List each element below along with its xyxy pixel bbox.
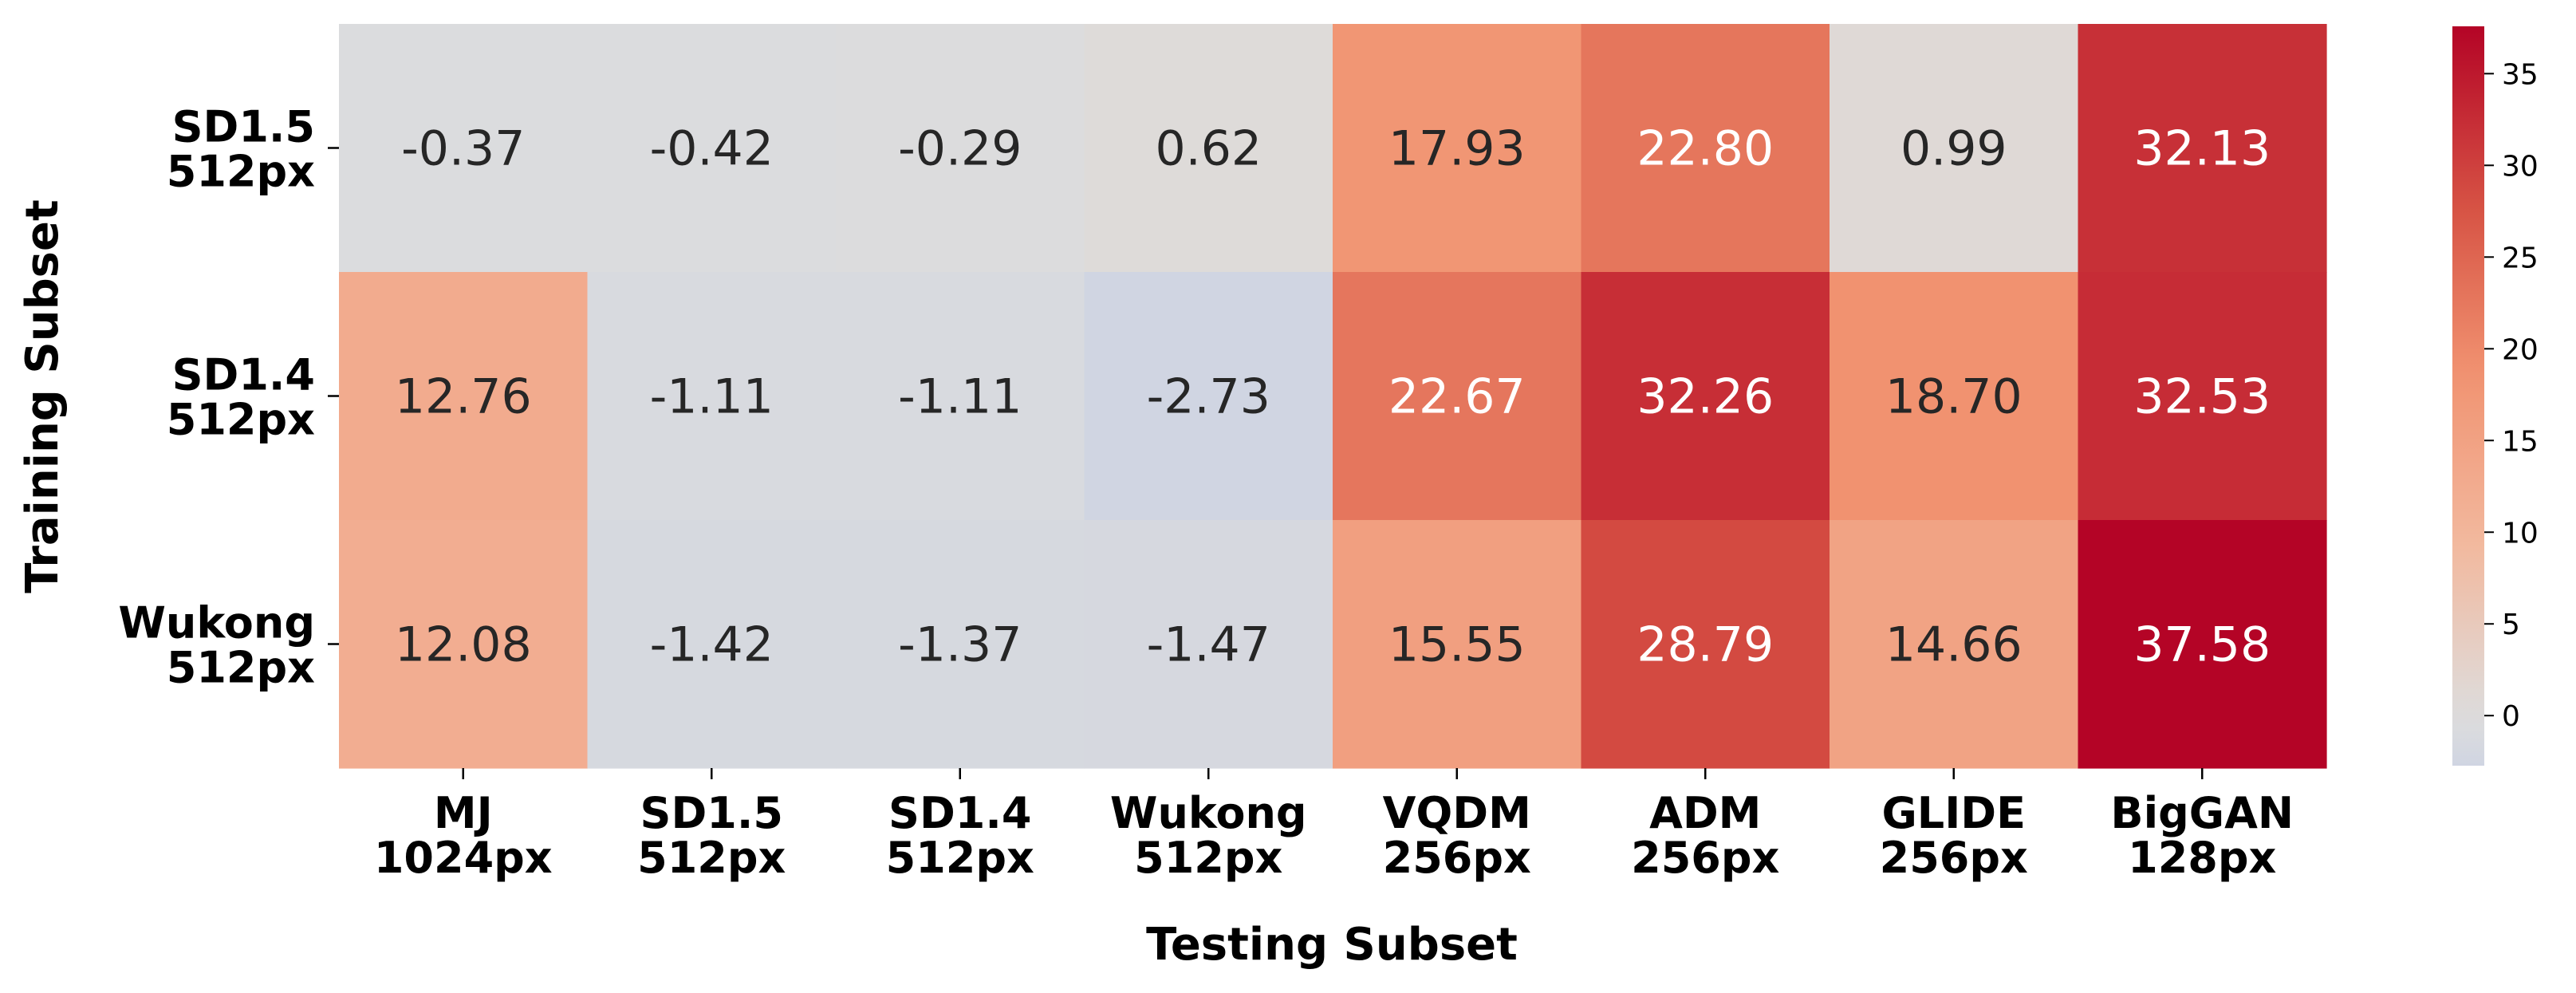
- x-tick-label: 512px: [637, 833, 786, 883]
- x-tick-label: 1024px: [374, 833, 553, 883]
- heatmap-cell: [1084, 520, 1333, 769]
- x-tick-label: 256px: [1383, 833, 1531, 883]
- colorbar-tick-label: 25: [2502, 242, 2539, 274]
- y-axis-label: Training Subset: [17, 199, 69, 593]
- colorbar: 0 5 10 15 20 25 30 35: [2452, 26, 2539, 766]
- heatmap-cell: [1333, 520, 1582, 769]
- colorbar-tick-label: 20: [2502, 333, 2539, 366]
- colorbar-tick-label: 0: [2502, 700, 2520, 733]
- x-tick-label: 512px: [886, 833, 1034, 883]
- x-tick-label: ADM: [1649, 788, 1761, 838]
- heatmap-cell: [1830, 24, 2079, 273]
- cell-value-label: -0.42: [650, 121, 774, 177]
- heatmap-cell: [339, 24, 589, 273]
- heatmap-cell: [2078, 272, 2327, 521]
- y-tick-label: 512px: [167, 643, 315, 693]
- colorbar-tick-label: 5: [2502, 609, 2520, 641]
- x-tick-label: SD1.5: [640, 788, 783, 838]
- cell-value-label: 37.58: [2133, 617, 2271, 673]
- x-tick-label: 128px: [2128, 833, 2276, 883]
- colorbar-tick-label: 10: [2502, 517, 2539, 550]
- heatmap-cell: [2078, 520, 2327, 769]
- heatmap-cells: [339, 24, 2327, 769]
- cell-value-label: 22.80: [1637, 121, 1774, 177]
- heatmap-cell: [1830, 520, 2079, 769]
- heatmap-cell: [339, 272, 589, 521]
- cell-value-label: -2.73: [1147, 369, 1270, 425]
- y-tick-label: SD1.5: [172, 102, 315, 152]
- heatmap-cell: [1830, 272, 2079, 521]
- cell-value-label: -0.37: [401, 121, 525, 177]
- x-tick-label: 256px: [1631, 833, 1779, 883]
- heatmap-cell: [587, 520, 837, 769]
- heatmap-cell: [836, 520, 1085, 769]
- cell-value-label: 0.99: [1900, 121, 2007, 177]
- heatmap-cell: [587, 272, 837, 521]
- heatmap-cell: [2078, 24, 2327, 273]
- cell-value-label: 32.13: [2133, 121, 2271, 177]
- x-tick-label: BigGAN: [2110, 788, 2294, 838]
- cell-value-label: 15.55: [1388, 617, 1526, 673]
- heatmap-cell: [1581, 272, 1830, 521]
- x-tick-label: 256px: [1880, 833, 2028, 883]
- cell-value-label: 0.62: [1155, 121, 1262, 177]
- heatmap-cell: [1581, 520, 1830, 769]
- heatmap-cell: [1084, 272, 1333, 521]
- cell-value-label: -1.37: [898, 617, 1022, 673]
- cell-value-label: 12.08: [395, 617, 532, 673]
- heatmap-cell: [836, 272, 1085, 521]
- heatmap-cell: [1581, 24, 1830, 273]
- cell-value-label: -1.42: [650, 617, 774, 673]
- y-tick-label: 512px: [167, 147, 315, 197]
- heatmap-cell: [1333, 24, 1582, 273]
- cell-labels: -0.37 -0.42 -0.29 0.62 17.93 22.80 0.99 32.13 12…: [395, 121, 2271, 673]
- cell-value-label: 18.70: [1885, 369, 2023, 425]
- colorbar-gradient: [2452, 26, 2484, 766]
- x-tick-label: Wukong: [1110, 788, 1307, 838]
- heatmap-cell: [1084, 24, 1333, 273]
- x-tick-label: GLIDE: [1881, 788, 2026, 838]
- x-axis: MJ1024pxSD1.5512pxSD1.4512pxWukong512pxV…: [374, 768, 2294, 883]
- cell-value-label: 32.26: [1637, 369, 1774, 425]
- cell-value-label: 28.79: [1637, 617, 1774, 673]
- cell-value-label: -1.47: [1147, 617, 1270, 673]
- heatmap-cell: [836, 24, 1085, 273]
- cell-value-label: 14.66: [1885, 617, 2023, 673]
- colorbar-tick-label: 15: [2502, 425, 2539, 458]
- colorbar-tick-label: 30: [2502, 150, 2539, 183]
- y-tick-label: SD1.4: [172, 350, 315, 400]
- cell-value-label: 32.53: [2133, 369, 2271, 425]
- x-tick-label: VQDM: [1383, 788, 1531, 838]
- cell-value-label: -1.11: [650, 369, 774, 425]
- cell-value-label: 12.76: [395, 369, 532, 425]
- cell-value-label: 17.93: [1388, 121, 1526, 177]
- cell-value-label: -1.11: [898, 369, 1022, 425]
- x-axis-label: Testing Subset: [1146, 919, 1518, 971]
- x-tick-label: MJ: [434, 788, 493, 838]
- y-tick-label: Wukong: [118, 598, 315, 648]
- cell-value-label: 22.67: [1388, 369, 1526, 425]
- cell-value-label: -0.29: [898, 121, 1022, 177]
- y-tick-label: 512px: [167, 395, 315, 445]
- heatmap-cell: [587, 24, 837, 273]
- colorbar-tick-label: 35: [2502, 58, 2539, 91]
- x-tick-label: 512px: [1134, 833, 1282, 883]
- heatmap-cell: [1333, 272, 1582, 521]
- heatmap-cell: [339, 520, 589, 769]
- x-tick-label: SD1.4: [888, 788, 1031, 838]
